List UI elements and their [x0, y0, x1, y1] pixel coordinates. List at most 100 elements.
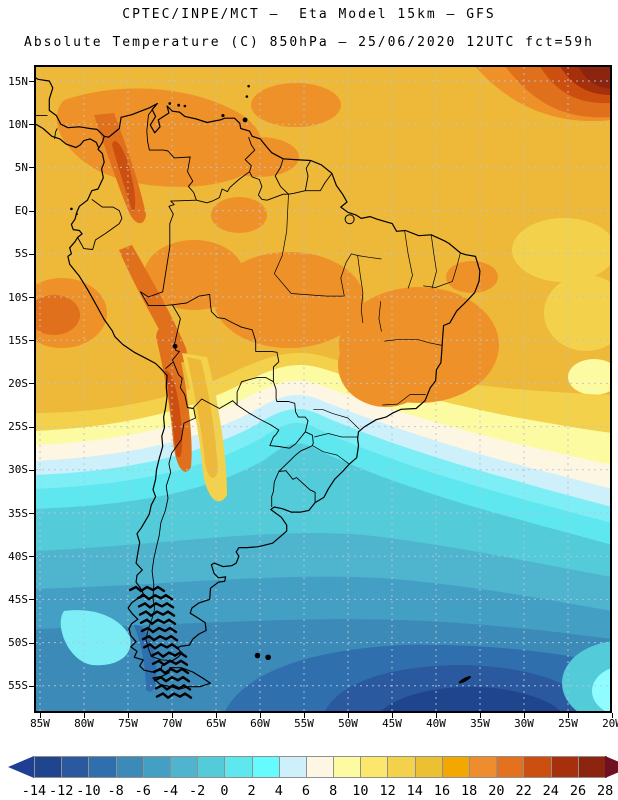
lat-label-15N: 15N	[8, 74, 28, 88]
colorbar-cell-2-to-4	[252, 757, 280, 777]
state-border-7	[313, 408, 360, 430]
lat-label-30S: 30S	[8, 463, 28, 477]
lat-label-55S: 55S	[8, 679, 28, 693]
lat-tick-25S	[29, 426, 34, 428]
lat-label-EQ: EQ	[14, 204, 28, 218]
island-marajo	[344, 214, 355, 225]
lon-tick-75W	[128, 713, 129, 718]
lat-label-40S: 40S	[8, 549, 28, 563]
country-border-7	[140, 199, 197, 307]
lon-label-85W: 85W	[30, 717, 50, 730]
colorbar-under-arrow	[8, 756, 34, 778]
colorbar-label--12: -12	[48, 783, 74, 799]
patagonia-fjords	[128, 585, 193, 700]
country-border-6	[77, 199, 123, 250]
state-border-0	[273, 194, 289, 274]
lon-tick-60W	[260, 713, 261, 718]
coastline	[34, 75, 481, 690]
lat-label-10S: 10S	[8, 290, 28, 304]
country-border-5	[196, 171, 250, 204]
island-aruba	[168, 102, 172, 105]
colorbar-label-20: 20	[488, 783, 505, 799]
warm-anomaly-patches	[34, 65, 612, 395]
colorbar-label-12: 12	[379, 783, 396, 799]
colorbar-cell-12-to-14	[388, 757, 416, 777]
lon-tick-25W	[568, 713, 569, 718]
colorbar-cell--4-to--2	[170, 757, 199, 777]
lat-tick-30S	[29, 469, 34, 471]
colorbar-label-24: 24	[542, 783, 559, 799]
state-border-3	[357, 255, 382, 260]
state-border-8	[314, 433, 358, 438]
colorbar-cell-10-to-12	[361, 757, 389, 777]
country-border-13	[236, 381, 309, 449]
lon-label-30W: 30W	[514, 717, 534, 730]
lon-tick-80W	[84, 713, 85, 718]
colorbar-label-0: 0	[220, 783, 229, 799]
lat-tick-10S	[29, 297, 34, 298]
state-border-5	[384, 338, 442, 346]
colorbar-cell--14-to--12	[35, 757, 63, 777]
state-borders	[273, 194, 461, 465]
colorbar-cell-16-to-18	[442, 757, 470, 777]
map-frame	[34, 65, 612, 713]
lat-label-20S: 20S	[8, 376, 28, 390]
country-border-2	[274, 158, 289, 195]
cold-front-bands	[34, 352, 612, 713]
island-south-georgia	[458, 676, 472, 684]
island-antilles-2	[247, 84, 250, 88]
country-border-3	[304, 160, 312, 191]
island-falkland-west	[254, 652, 261, 659]
lat-tick-40S	[29, 556, 34, 558]
tierra-del-fuego-outline	[152, 667, 212, 690]
map-canvas	[34, 65, 612, 713]
colorbar-label--10: -10	[76, 783, 101, 799]
lat-label-10N: 10N	[8, 117, 28, 131]
state-border-6	[382, 394, 426, 406]
lon-label-70W: 70W	[162, 717, 182, 730]
lat-label-15S: 15S	[8, 333, 28, 347]
lat-tick-20S	[29, 383, 34, 385]
lon-tick-40W	[436, 713, 437, 718]
island-galapagos-2	[75, 212, 78, 216]
country-border-9	[165, 304, 181, 370]
country-border-17	[54, 128, 58, 139]
lat-tick-35S	[29, 513, 34, 514]
lon-label-40W: 40W	[426, 717, 446, 730]
country-borders	[34, 103, 333, 662]
lon-label-35W: 35W	[470, 717, 490, 730]
lon-label-60W: 60W	[250, 717, 270, 730]
colorbar-cell-22-to-24	[524, 757, 552, 777]
colorbar-cell-8-to-10	[334, 757, 362, 777]
colorbar-label-10: 10	[352, 783, 369, 799]
lon-tick-20W	[612, 713, 613, 718]
islands-and-lakes	[70, 84, 472, 684]
colorbar-cell-14-to-16	[415, 757, 443, 777]
lat-label-50S: 50S	[8, 636, 28, 650]
lat-tick-EQ	[29, 210, 34, 212]
lon-label-50W: 50W	[338, 717, 358, 730]
colorbar-label-28: 28	[597, 783, 614, 799]
country-border-15	[278, 470, 316, 503]
lon-label-75W: 75W	[118, 717, 138, 730]
lat-tick-5S	[29, 253, 34, 255]
lon-tick-55W	[304, 713, 305, 718]
lat-label-5N: 5N	[14, 160, 28, 174]
country-border-16	[34, 114, 48, 117]
colorbar-label-8: 8	[329, 783, 338, 799]
colorbar-cell-0-to-2	[225, 757, 253, 777]
colorbar-cell-4-to-6	[279, 757, 307, 777]
lat-label-25S: 25S	[8, 420, 28, 434]
island-curacao	[177, 103, 181, 107]
colorbar-label-4: 4	[274, 783, 283, 799]
colorbar-label-22: 22	[515, 783, 532, 799]
lon-tick-85W	[40, 713, 41, 718]
colorbar-label--4: -4	[161, 783, 179, 799]
country-border-14	[271, 431, 314, 507]
colorbar-label-2: 2	[247, 783, 256, 799]
colorbar-cell-24-to-26	[551, 757, 579, 777]
country-border-4	[267, 173, 333, 201]
colorbar-label-6: 6	[301, 783, 311, 799]
lon-label-55W: 55W	[294, 717, 314, 730]
